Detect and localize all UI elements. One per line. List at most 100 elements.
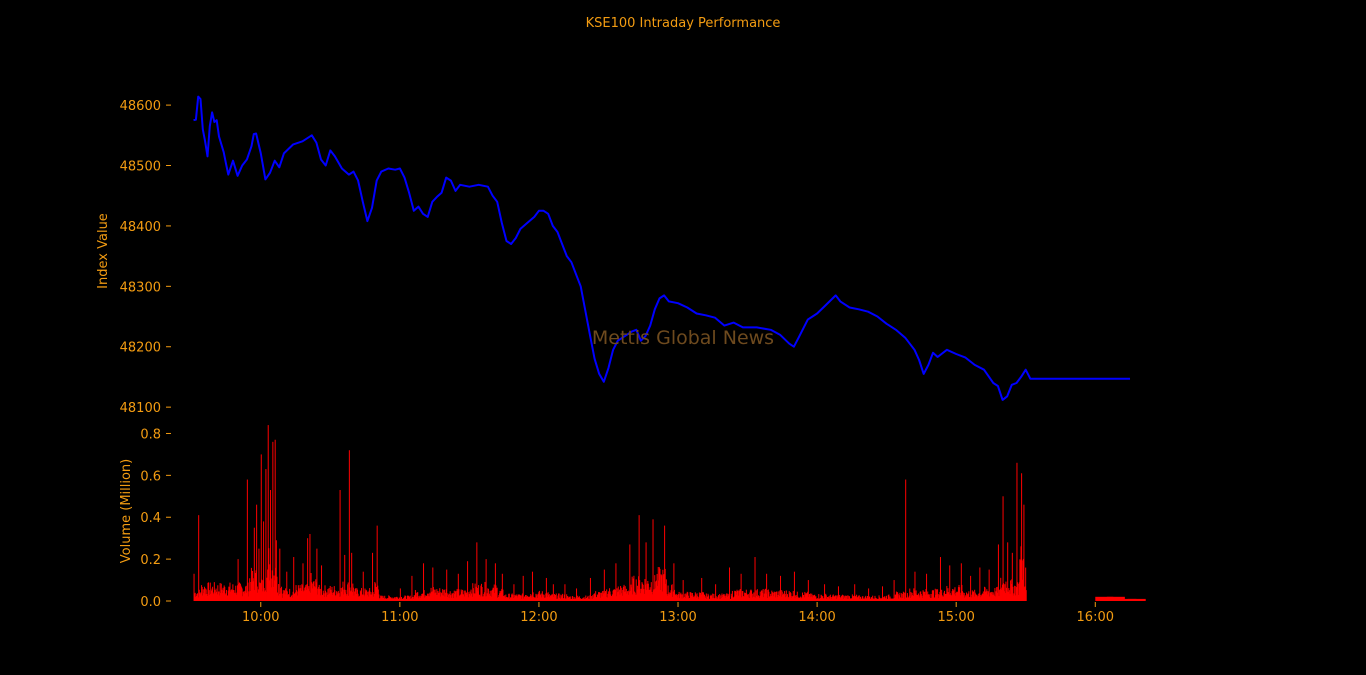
volume-bar [962, 592, 964, 601]
volume-bar [910, 596, 912, 601]
volume-bar [968, 591, 970, 601]
volume-bar [644, 584, 646, 601]
volume-bar [588, 598, 590, 601]
volume-bar [541, 597, 543, 601]
volume-bar [981, 596, 983, 601]
volume-bar [645, 542, 647, 601]
volume-bar [458, 595, 460, 601]
volume-bar [689, 592, 691, 601]
volume-bar [377, 585, 379, 601]
volume-bar [849, 598, 851, 601]
volume-bar [780, 575, 782, 601]
volume-bar [741, 591, 743, 601]
volume-bar [986, 589, 988, 601]
volume-bar [556, 598, 558, 601]
volume-bar [932, 589, 934, 601]
after-hours-volume-bar [1106, 596, 1125, 601]
volume-bar [732, 597, 734, 601]
volume-bar [665, 579, 667, 601]
volume-bar [453, 597, 455, 601]
volume-bar [392, 597, 394, 601]
volume-bar [501, 588, 503, 601]
volume-bar [332, 595, 334, 601]
volume-bar [738, 590, 740, 601]
chart-title: KSE100 Intraday Performance [586, 16, 781, 31]
volume-bar [926, 594, 928, 601]
volume-bar [693, 597, 695, 601]
volume-bar [249, 581, 251, 601]
volume-bar [686, 591, 688, 601]
volume-bar [763, 597, 765, 601]
volume-bar [464, 590, 466, 601]
volume-bar [950, 595, 952, 601]
volume-bar [654, 575, 656, 601]
volume-bar [603, 590, 605, 601]
volume-bar [692, 595, 694, 601]
volume-bar [498, 593, 500, 601]
volume-bar [631, 587, 633, 601]
volume-bar [895, 594, 897, 601]
volume-bar [597, 595, 599, 601]
volume-bar [777, 594, 779, 601]
volume-bar [496, 587, 498, 601]
volume-bar [716, 596, 718, 601]
volume-bar [562, 598, 564, 601]
volume-bar [565, 598, 567, 601]
volume-bar [987, 591, 989, 601]
volume-bar [457, 573, 459, 601]
volume-bar [575, 598, 577, 601]
volume-bar [486, 596, 488, 601]
volume-bar [650, 582, 652, 601]
volume-bar [660, 589, 662, 601]
volume-bar [848, 598, 850, 601]
volume-bar [404, 595, 406, 601]
volume-bar [548, 595, 550, 601]
volume-bar [318, 584, 320, 601]
volume-bar [412, 598, 414, 601]
volume-bar [895, 591, 897, 601]
volume-bar [289, 597, 291, 601]
volume-bar [354, 591, 356, 601]
volume-bar [377, 589, 379, 601]
volume-bar [794, 598, 796, 601]
volume-bar [934, 588, 936, 601]
time-x-axis: 10:00 11:00 12:00 13:00 14:00 15:00 16:00 [242, 602, 1114, 625]
volume-bar [708, 598, 710, 601]
volume-bar [509, 598, 511, 601]
volume-bar [483, 592, 485, 601]
volume-bar [471, 596, 473, 601]
volume-bar [670, 590, 672, 601]
volume-bar [1016, 462, 1018, 601]
volume-bar [751, 597, 753, 601]
volume-bar [999, 590, 1001, 601]
volume-bar [874, 595, 876, 601]
volume-bar [476, 588, 478, 601]
volume-bar [229, 582, 231, 601]
volume-bar [203, 593, 205, 601]
volume-bar [609, 588, 611, 601]
volume-bar [924, 594, 926, 601]
volume-bar [251, 581, 253, 601]
volume-bar [500, 590, 502, 601]
volume-bar [942, 596, 944, 601]
volume-bar [873, 598, 875, 601]
volume-bar [232, 584, 234, 601]
volume-bar [631, 576, 633, 601]
volume-bar [437, 590, 439, 601]
volume-bar [1017, 594, 1019, 601]
volume-bar [227, 590, 229, 601]
volume-bar [753, 597, 755, 601]
volume-bar [265, 469, 267, 601]
volume-bar [327, 589, 329, 601]
volume-bar [1009, 593, 1011, 601]
volume-bar [438, 592, 440, 601]
volume-bar [911, 592, 913, 601]
volume-bar [1006, 587, 1008, 601]
volume-bar [484, 581, 486, 601]
volume-bar [322, 590, 324, 601]
volume-bar [430, 587, 432, 601]
volume-bar [340, 588, 342, 601]
volume-bar [694, 595, 696, 601]
volume-bar [795, 597, 797, 601]
volume-bar [469, 595, 471, 601]
